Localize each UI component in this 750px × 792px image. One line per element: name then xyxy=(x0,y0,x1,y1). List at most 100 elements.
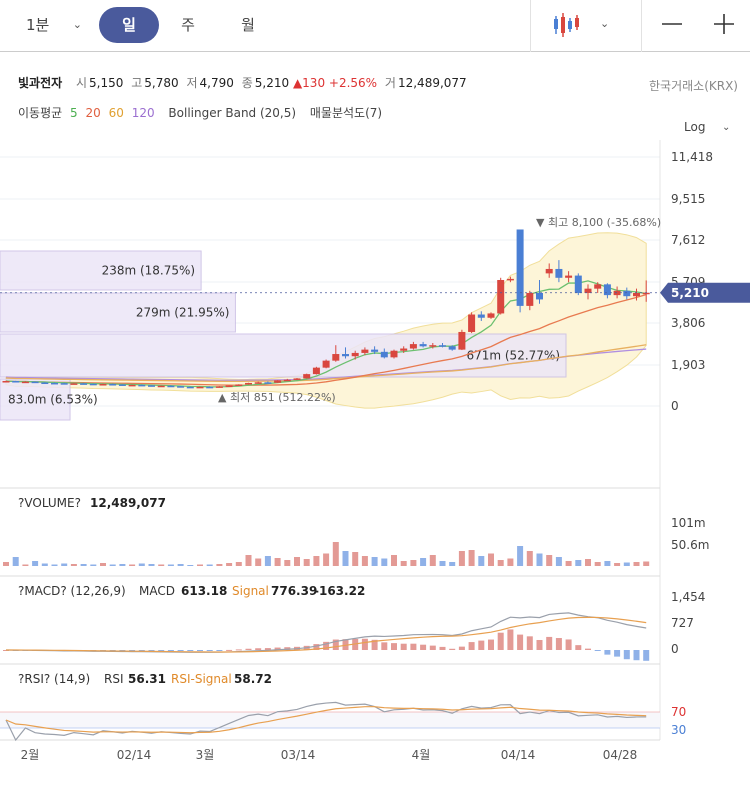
period-minute-label: 1분 xyxy=(26,16,50,34)
candle-body xyxy=(138,384,146,387)
volume-bar xyxy=(352,552,359,566)
candle-body xyxy=(167,385,175,388)
stock-quote-summary: 빛과전자 시 5,150 고 5,780 저 4,790 종 5,210 ▲130 +2… xyxy=(18,74,467,94)
change-value: 130 xyxy=(302,76,326,90)
period-minute-dropdown[interactable]: 1분 ⌄ xyxy=(26,7,90,43)
price-tick-label: 3,806 xyxy=(671,316,705,330)
candle-body xyxy=(361,349,369,353)
candle-body xyxy=(245,382,252,385)
volume-bar xyxy=(468,550,475,566)
rsi-signal-label: RSI-Signal xyxy=(171,672,232,686)
macd-histogram-bar xyxy=(371,639,378,650)
macd-histogram-bar xyxy=(235,649,242,651)
candle-body xyxy=(235,384,243,386)
candle-body xyxy=(574,275,582,293)
macd-histogram-bar xyxy=(206,650,213,651)
macd-histogram-bar xyxy=(391,643,397,650)
volume-bar xyxy=(22,564,29,566)
volume-bar xyxy=(129,564,136,566)
macd-histogram-bar xyxy=(429,645,436,650)
open-label: 시 xyxy=(76,76,88,90)
macd-histogram-bar xyxy=(585,648,591,650)
volume-profile-legend[interactable]: 매물분석도(7) xyxy=(309,106,383,120)
volume-bar xyxy=(643,561,650,566)
volume-bar xyxy=(255,558,262,566)
macd-histogram-bar xyxy=(158,650,165,651)
volume-bar xyxy=(226,563,233,566)
candle-body xyxy=(303,374,311,379)
volume-panel: ?VOLUME? 12,489,077 xyxy=(18,496,166,510)
volume-profile-label: 238m (18.75%) xyxy=(102,264,196,278)
candle-body xyxy=(516,229,524,306)
macd-histogram-bar xyxy=(439,646,446,650)
volume-bar xyxy=(138,563,145,566)
candle-body xyxy=(312,367,320,375)
candle-body xyxy=(497,279,505,314)
candle-body xyxy=(342,354,349,357)
candle-body xyxy=(148,385,155,387)
candlestick-chart-icon[interactable] xyxy=(552,10,582,40)
macd-histogram-bar xyxy=(323,641,330,650)
price-tick-label: 7,612 xyxy=(671,233,705,247)
macd-histogram-bar xyxy=(623,650,630,660)
high-label: 고 xyxy=(131,76,143,90)
macd-histogram-bar xyxy=(478,640,485,650)
low-value: 4,790 xyxy=(199,76,234,90)
period-week-tab[interactable]: 주 xyxy=(181,16,195,34)
period-month-tab[interactable]: 월 xyxy=(241,16,255,34)
volume-bar xyxy=(332,542,339,566)
volume-bar xyxy=(410,560,417,566)
candle-body xyxy=(80,383,88,385)
volume-bar xyxy=(429,555,436,566)
stock-chart[interactable]: 238m (18.75%) 279m (21.95%) 671m (52.77%) 8… xyxy=(0,140,750,792)
log-scale-toggle[interactable]: Log xyxy=(684,120,706,134)
macd-histogram-bar xyxy=(148,650,155,651)
volume-label: 거 xyxy=(384,76,396,90)
candle-body xyxy=(594,284,602,289)
bollinger-legend[interactable]: Bollinger Band (20,5) xyxy=(168,106,297,120)
macd-histogram-bar xyxy=(138,650,145,651)
volume-profile-label: 83.0m (6.53%) xyxy=(8,393,98,407)
rsi-panel-title: ?RSI? (14,9) xyxy=(18,672,90,686)
ma5-legend: 5 xyxy=(70,106,78,120)
macd-tick-label: 0 xyxy=(671,642,679,656)
candle-body xyxy=(274,380,282,383)
zoom-in-icon[interactable] xyxy=(712,10,736,38)
macd-histogram-bar xyxy=(264,648,271,650)
ma-legend-label[interactable]: 이동평균 xyxy=(18,106,63,120)
rsi-signal-value: 58.72 xyxy=(234,672,272,686)
chart-type-chevron-icon[interactable]: ⌄ xyxy=(600,17,610,30)
volume-profile-label: 279m (21.95%) xyxy=(136,306,230,320)
candle-body xyxy=(439,345,446,347)
volume-bar xyxy=(177,564,184,566)
macd-tick-label: 1,454 xyxy=(671,590,705,604)
macd-histogram-bar xyxy=(187,650,194,651)
log-scale-chevron-icon[interactable]: ⌄ xyxy=(722,122,731,133)
volume-bar xyxy=(536,553,543,566)
macd-histogram-bar xyxy=(526,636,533,650)
volume-bar xyxy=(313,556,320,566)
high-annotation: ▼ 최고 8,100 (-35.68%) xyxy=(536,216,661,229)
macd-histogram-bar xyxy=(129,650,136,651)
macd-label: MACD xyxy=(139,584,175,598)
rsi-tick-70: 70 xyxy=(671,705,686,719)
rsi-value: 56.31 xyxy=(128,672,166,686)
macd-diff-value: -163.22 xyxy=(314,584,365,598)
volume-bar xyxy=(51,564,58,566)
candle-body xyxy=(21,381,29,384)
macd-histogram-bar xyxy=(575,645,582,650)
candle-body xyxy=(225,385,233,388)
volume-bar xyxy=(41,563,48,566)
chart-toolbar: 1분 ⌄ 일 주 월 ⌄ xyxy=(0,0,750,52)
signal-value: 776.39 xyxy=(271,584,317,598)
volume-bar xyxy=(158,564,165,566)
volume-bar xyxy=(197,564,203,566)
volume-bar xyxy=(420,558,427,566)
macd-histogram-bar xyxy=(517,634,524,650)
zoom-out-icon[interactable] xyxy=(660,10,684,38)
volume-profile-bar xyxy=(0,333,567,378)
candle-body xyxy=(468,314,476,332)
volume-bar xyxy=(633,562,640,566)
low-label: 저 xyxy=(186,76,198,90)
period-day-tab[interactable]: 일 xyxy=(99,7,159,43)
